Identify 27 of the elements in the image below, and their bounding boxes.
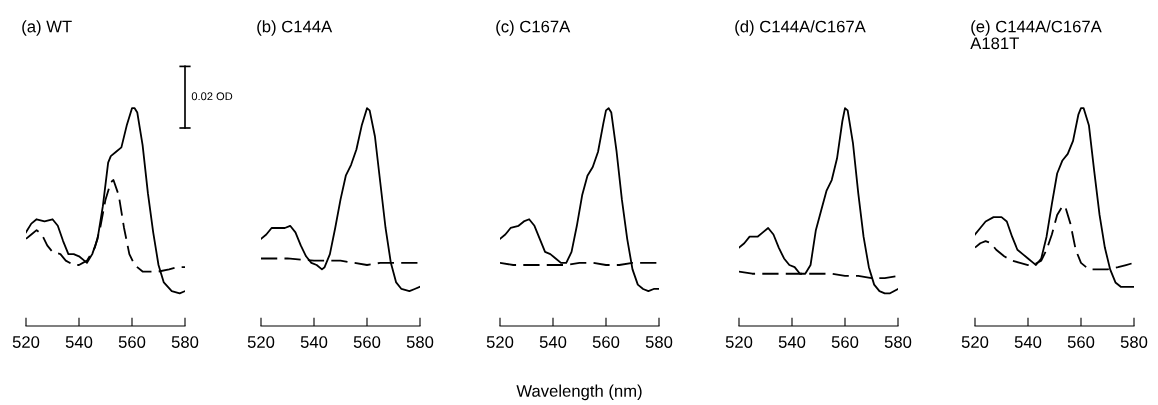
x-tick-label: 580 bbox=[406, 336, 434, 348]
x-tick-label: 540 bbox=[539, 336, 567, 348]
x-tick-label: 560 bbox=[592, 336, 620, 348]
x-tick-label: 580 bbox=[884, 336, 912, 348]
x-tick-label: 520 bbox=[486, 336, 514, 348]
x-tick-label: 580 bbox=[1120, 336, 1148, 348]
x-axis-title: Wavelength (nm) bbox=[516, 384, 642, 401]
x-tick-label: 560 bbox=[118, 336, 146, 348]
x-tick-label: 560 bbox=[353, 336, 381, 348]
x-tick-label: 520 bbox=[961, 336, 989, 348]
x-tick-label: 560 bbox=[831, 336, 859, 348]
chart-title: (e) C144A/C167A A181T bbox=[970, 20, 1102, 50]
x-tick-label: 580 bbox=[171, 336, 199, 348]
x-tick-label: 520 bbox=[247, 336, 275, 348]
chart-title: (a) WT bbox=[22, 20, 72, 36]
text: 0.02 OD bbox=[191, 92, 233, 101]
chart-title: (c) C167A bbox=[496, 20, 571, 36]
x-tick-label: 560 bbox=[1067, 336, 1095, 348]
x-tick-label: 520 bbox=[12, 336, 40, 348]
x-tick-label: 540 bbox=[300, 336, 328, 348]
x-tick-label: 580 bbox=[645, 336, 673, 348]
x-tick-label: 540 bbox=[778, 336, 806, 348]
x-tick-label: 520 bbox=[725, 336, 753, 348]
x-tick-label: 540 bbox=[65, 336, 93, 348]
chart-title: (b) C144A bbox=[257, 20, 333, 36]
x-tick-label: 540 bbox=[1014, 336, 1042, 348]
chart-title: (d) C144A/C167A bbox=[735, 20, 866, 36]
